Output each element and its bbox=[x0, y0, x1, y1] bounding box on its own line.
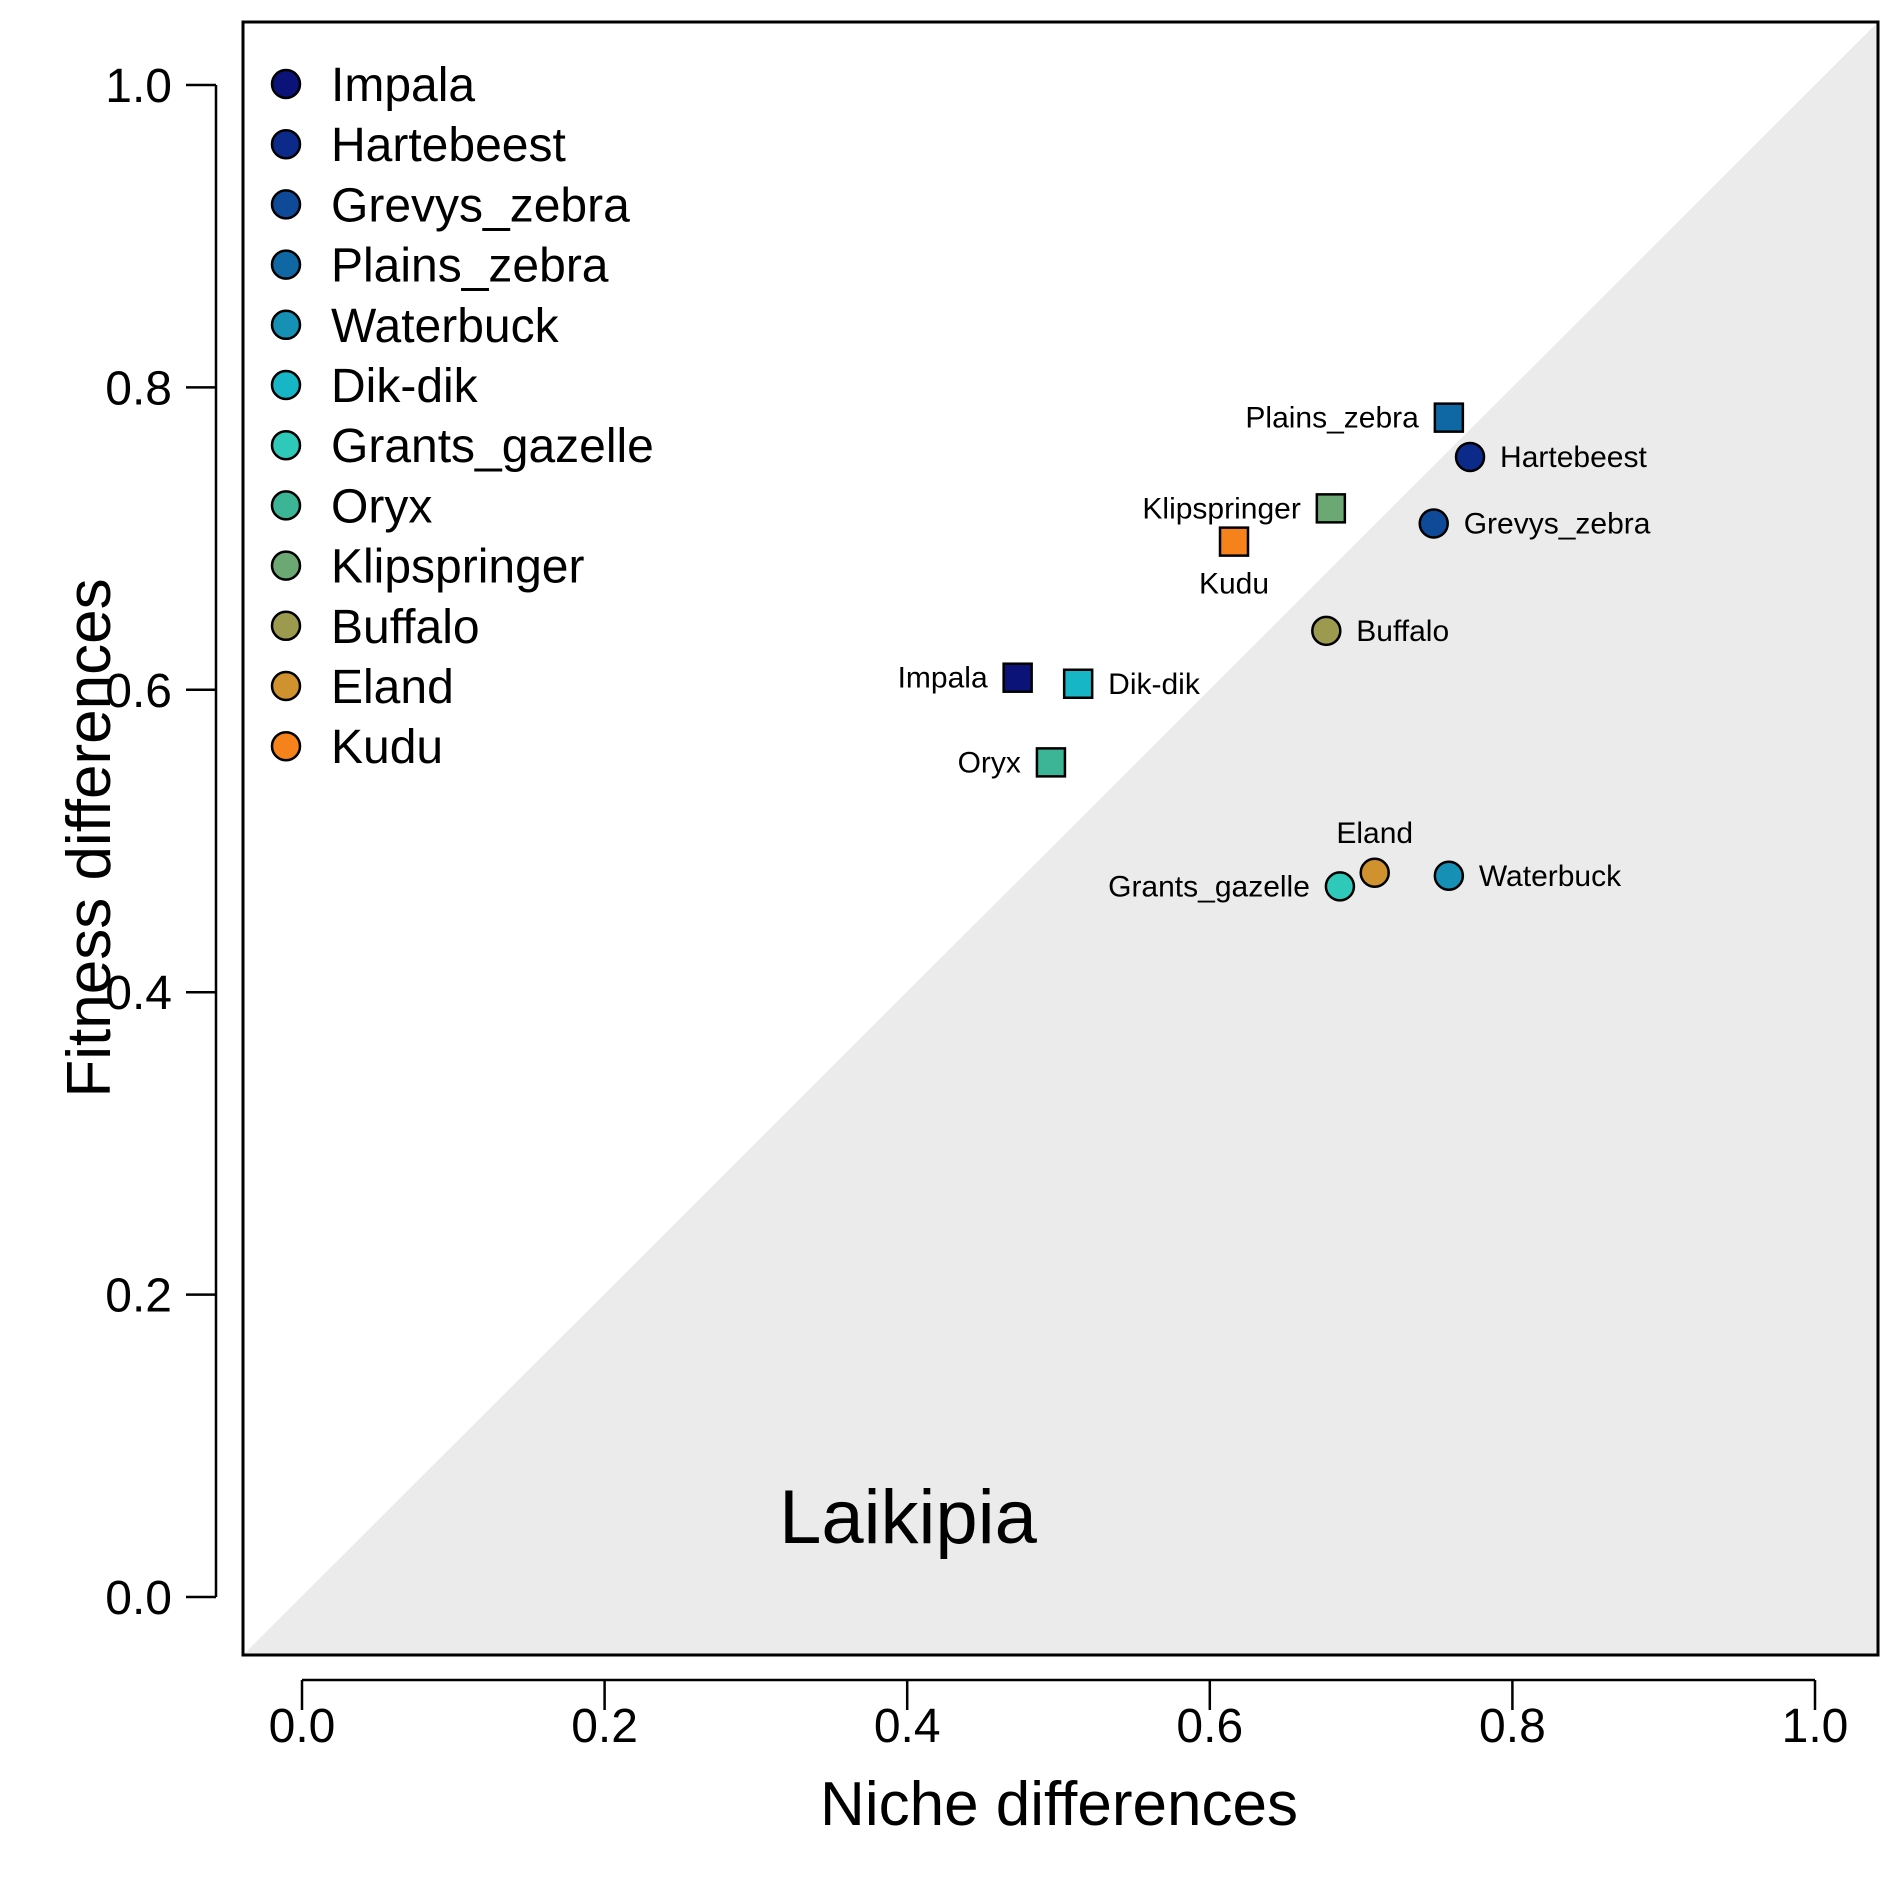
data-point-waterbuck: Waterbuck bbox=[1433, 860, 1622, 893]
point-label: Dik-dik bbox=[1108, 668, 1201, 701]
x-tick-label: 0.4 bbox=[874, 1700, 941, 1753]
legend-item: Kudu bbox=[270, 721, 443, 774]
data-point-klipspringer: Klipspringer bbox=[1142, 492, 1347, 525]
legend-item: Impala bbox=[270, 59, 475, 112]
point-label: Eland bbox=[1336, 817, 1413, 850]
panel-title: Laikipia bbox=[779, 1475, 1037, 1560]
legend-marker bbox=[270, 670, 302, 702]
square-marker bbox=[1218, 526, 1250, 557]
y-tick-label: 0.4 bbox=[105, 967, 172, 1020]
legend-marker bbox=[270, 550, 302, 581]
x-axis-title: Niche differences bbox=[820, 1770, 1298, 1839]
point-label: Impala bbox=[898, 662, 988, 695]
point-label: Oryx bbox=[958, 746, 1021, 779]
legend-item: Grevys_zebra bbox=[270, 179, 630, 232]
square-marker bbox=[1315, 493, 1347, 524]
x-tick-label: 0.2 bbox=[571, 1700, 638, 1753]
point-label: Hartebeest bbox=[1500, 441, 1647, 474]
legend-item: Buffalo bbox=[270, 601, 480, 654]
legend-marker bbox=[270, 309, 302, 341]
legend-label: Kudu bbox=[331, 721, 443, 774]
data-points: Impala Hartebeest Grevys_zebra Plains_zebra… bbox=[898, 402, 1651, 904]
y-tick-label: 0.8 bbox=[105, 362, 172, 415]
legend-marker bbox=[270, 490, 302, 521]
y-tick-label: 0.6 bbox=[105, 665, 172, 718]
legend-item: Plains_zebra bbox=[270, 240, 609, 293]
legend-marker bbox=[270, 369, 302, 401]
legend-item: Grants_gazelle bbox=[270, 420, 654, 473]
legend-marker bbox=[270, 249, 302, 280]
legend-item: Oryx bbox=[270, 480, 432, 533]
legend-label: Impala bbox=[331, 59, 475, 112]
legend-item: Klipspringer bbox=[270, 541, 584, 594]
circle-marker bbox=[1324, 871, 1356, 902]
legend-item: Dik-dik bbox=[270, 360, 479, 413]
legend-label: Dik-dik bbox=[331, 360, 479, 413]
legend-item: Waterbuck bbox=[270, 300, 560, 353]
circle-marker bbox=[1311, 615, 1342, 647]
square-marker bbox=[1062, 668, 1094, 700]
x-tick-label: 0.0 bbox=[269, 1700, 336, 1753]
circle-marker bbox=[1418, 508, 1449, 539]
y-tick-label: 1.0 bbox=[105, 60, 172, 113]
legend-label: Eland bbox=[331, 661, 454, 714]
y-tick-label: 0.2 bbox=[105, 1270, 172, 1323]
legend-marker bbox=[270, 610, 302, 642]
data-point-grants-gazelle: Grants_gazelle bbox=[1108, 870, 1356, 903]
legend-label: Buffalo bbox=[331, 601, 480, 654]
circle-marker bbox=[1359, 857, 1390, 889]
square-marker bbox=[1433, 402, 1465, 433]
legend-label: Waterbuck bbox=[331, 300, 560, 353]
data-point-buffalo: Buffalo bbox=[1311, 615, 1449, 648]
legend-label: Grants_gazelle bbox=[331, 420, 654, 473]
y-axis-title: Fitness differences bbox=[55, 578, 124, 1097]
point-label: Plains_zebra bbox=[1245, 402, 1419, 435]
data-point-impala: Impala bbox=[898, 662, 1033, 695]
data-point-dik-dik: Dik-dik bbox=[1062, 668, 1201, 701]
circle-marker bbox=[1433, 860, 1465, 892]
legend-marker bbox=[270, 730, 302, 762]
point-label: Kudu bbox=[1199, 568, 1269, 601]
data-point-hartebeest: Hartebeest bbox=[1454, 441, 1647, 474]
circle-marker bbox=[1454, 441, 1486, 473]
x-tick-label: 0.6 bbox=[1176, 1700, 1243, 1753]
legend-marker bbox=[270, 68, 302, 100]
point-label: Grevys_zebra bbox=[1464, 507, 1651, 540]
data-point-grevys-zebra: Grevys_zebra bbox=[1418, 507, 1651, 540]
legend-item: Hartebeest bbox=[270, 119, 566, 172]
legend-label: Hartebeest bbox=[331, 119, 566, 172]
square-marker bbox=[1035, 747, 1067, 778]
legend-item: Eland bbox=[270, 661, 454, 714]
legend-marker bbox=[270, 128, 302, 160]
data-point-eland: Eland bbox=[1336, 817, 1413, 889]
legend-marker bbox=[270, 189, 302, 220]
point-label: Grants_gazelle bbox=[1108, 870, 1310, 903]
point-label: Buffalo bbox=[1356, 615, 1449, 648]
x-tick-label: 0.8 bbox=[1479, 1700, 1546, 1753]
plot-region bbox=[241, 20, 1880, 1657]
legend-label: Grevys_zebra bbox=[331, 179, 630, 232]
point-label: Waterbuck bbox=[1479, 860, 1622, 893]
y-tick-label: 0.0 bbox=[105, 1572, 172, 1625]
legend-marker bbox=[270, 429, 302, 461]
coexistence-region bbox=[243, 22, 1878, 1655]
x-tick-label: 1.0 bbox=[1782, 1700, 1849, 1753]
data-point-plains-zebra: Plains_zebra bbox=[1245, 402, 1465, 435]
legend-label: Klipspringer bbox=[331, 541, 584, 594]
point-label: Klipspringer bbox=[1142, 492, 1300, 525]
legend: Impala Hartebeest Grevys_zebra Plains_zebra… bbox=[270, 59, 654, 774]
legend-label: Plains_zebra bbox=[331, 240, 609, 293]
square-marker bbox=[1002, 662, 1033, 693]
data-point-oryx: Oryx bbox=[958, 746, 1067, 779]
plot-border bbox=[241, 20, 1880, 1657]
legend-label: Oryx bbox=[331, 480, 432, 533]
axes: 0.0 0.2 0.4 0.6 0.8 1.0 0.0 0.2 0.4 0.6 0.8 1.0 bbox=[105, 60, 1848, 1753]
data-point-kudu: Kudu bbox=[1199, 526, 1269, 601]
